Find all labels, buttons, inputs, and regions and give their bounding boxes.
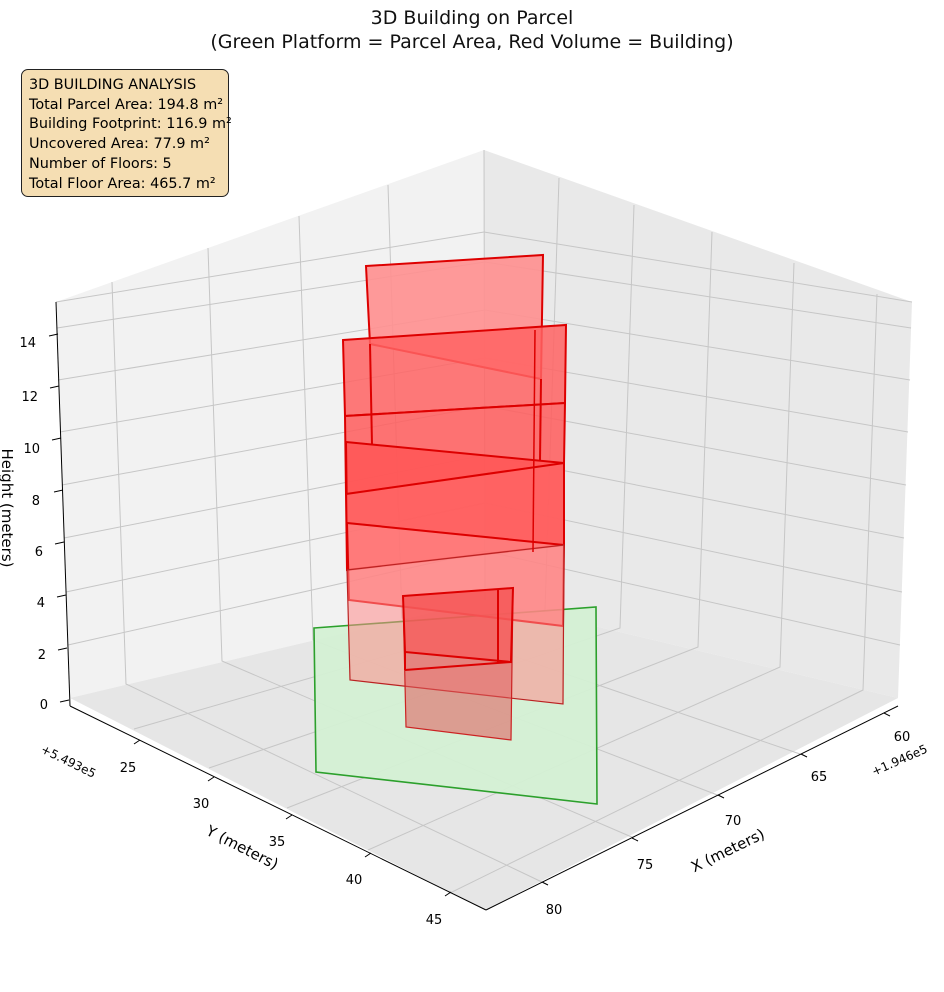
info-uncovered-area: Uncovered Area: 77.9 m² [29, 136, 210, 153]
z-tick [48, 333, 59, 337]
building-face [401, 586, 515, 664]
z-tick-label: 0 [40, 698, 48, 713]
info-total-parcel-area: Total Parcel Area: 194.8 m² [29, 96, 224, 113]
y-tick-label: 30 [193, 797, 210, 812]
z-tick [59, 699, 70, 703]
x-tick-label: 80 [546, 903, 563, 918]
z-tick-label: 2 [38, 648, 46, 663]
x-axis-label: X (meters) [688, 825, 768, 876]
z-tick-label: 12 [21, 390, 38, 405]
y-tick-label: 35 [269, 835, 286, 850]
x-offset-text: +1.946e5 [870, 742, 930, 779]
z-tick-labels: 0 2 4 6 8 10 12 14 [19, 336, 48, 713]
grid-line [111, 281, 545, 884]
y-tick [285, 814, 293, 820]
z-tick [57, 647, 68, 651]
building-edge [532, 329, 536, 553]
x-axis-line [485, 705, 899, 911]
y-tick-label: 25 [120, 761, 137, 776]
z-tick-label: 14 [19, 336, 36, 351]
x-tick [631, 837, 639, 842]
y-tick-label: 40 [346, 873, 363, 888]
chart-title-line-1: 3D Building on Parcel [370, 7, 574, 29]
x-tick [883, 712, 891, 717]
info-number-of-floors: Number of Floors: 5 [29, 155, 172, 172]
tick-marks [48, 333, 891, 897]
x-tick-label: 65 [811, 770, 828, 785]
z-tick [49, 385, 60, 389]
building-edge [369, 343, 373, 446]
z-tick [51, 437, 62, 441]
z-tick [53, 489, 64, 493]
z-tick-label: 10 [23, 442, 40, 457]
z-axis-line [55, 301, 71, 707]
info-heading: 3D BUILDING ANALYSIS [29, 77, 197, 93]
y-tick-label: 45 [426, 913, 443, 928]
building-edge [539, 378, 542, 461]
info-building-footprint: Building Footprint: 116.9 m² [29, 116, 232, 133]
x-tick-label: 60 [894, 730, 911, 745]
z-tick-label: 6 [35, 545, 43, 560]
grid-lines [55, 149, 913, 894]
building-edge [404, 661, 512, 671]
info-total-floor-area: Total Floor Area: 465.7 m² [29, 175, 216, 192]
y-tick [133, 739, 141, 745]
back-right-pane [484, 150, 912, 698]
x-tick [541, 881, 549, 886]
x-tick-labels: 60 65 70 75 80 [546, 730, 911, 918]
y-offset-text: +5.493e5 [39, 742, 99, 781]
z-tick [56, 594, 67, 598]
x-tick [800, 753, 808, 758]
y-tick [207, 776, 215, 782]
y-tick [444, 891, 452, 897]
z-axis-label: Height (meters) [0, 449, 16, 568]
x-tick [717, 794, 725, 799]
chart-title: 3D Building on Parcel (Green Platform = … [0, 6, 944, 54]
y-tick-labels: 25 30 35 40 45 [120, 761, 443, 928]
analysis-info-box: 3D BUILDING ANALYSIS Total Parcel Area: … [21, 69, 232, 197]
z-tick [54, 541, 65, 545]
x-tick-label: 75 [637, 858, 654, 873]
x-tick-label: 70 [725, 814, 742, 829]
building-volume [341, 253, 568, 741]
y-tick [364, 852, 372, 858]
chart-title-line-2: (Green Platform = Parcel Area, Red Volum… [210, 31, 734, 53]
z-tick-label: 4 [37, 596, 45, 611]
z-tick-label: 8 [32, 494, 40, 509]
building-face [341, 323, 568, 418]
